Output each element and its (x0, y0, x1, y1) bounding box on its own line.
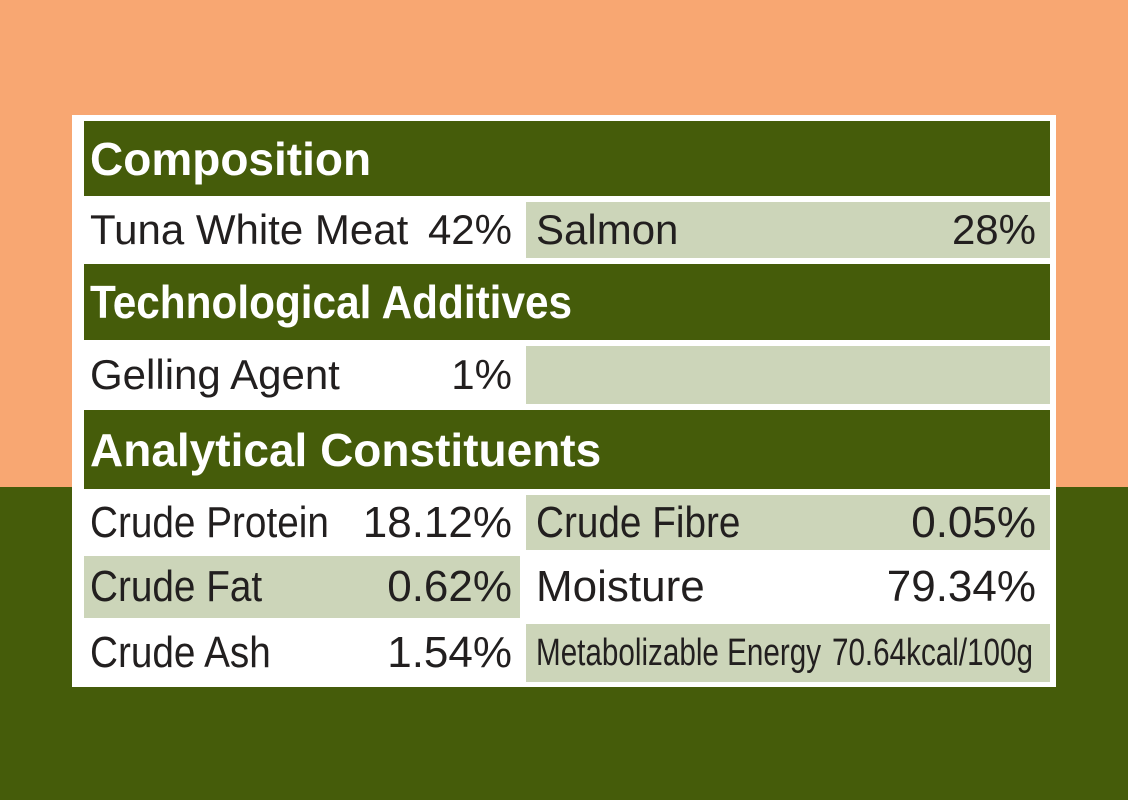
constituent-name: Crude Ash (90, 628, 271, 677)
ingredient-name: Tuna White Meat (90, 206, 409, 253)
analytical-row-3: Crude Ash 1.54% Metabolizable Energy 70.… (84, 624, 1050, 682)
ingredient-value: 42% (427, 206, 512, 253)
constituent-value: 18.12% (362, 497, 512, 547)
ingredient-cell-gelling-agent: Gelling Agent 1% (84, 346, 520, 404)
constituent-cell-crude-fibre: Crude Fibre 0.05% (526, 495, 1050, 550)
metabolizable-energy-line: Metabolizable Energy 70.64kcal/100g (536, 632, 1033, 675)
constituent-name: Moisture (536, 562, 705, 611)
constituent-cell-crude-fat: Crude Fat 0.62% (84, 556, 520, 618)
constituent-cell-metabolizable-energy: Metabolizable Energy 70.64kcal/100g (526, 624, 1050, 682)
constituent-value: 1.54% (387, 628, 512, 677)
constituent-cell-crude-protein: Crude Protein 18.12% (84, 495, 520, 550)
ingredient-name: Gelling Agent (90, 351, 340, 398)
analytical-row-1: Crude Protein 18.12% Crude Fibre 0.05% (84, 495, 1050, 550)
ingredient-cell-tuna: Tuna White Meat 42% (84, 202, 520, 258)
constituent-value: 0.62% (387, 562, 512, 611)
constituent-name: Crude Fat (90, 562, 263, 611)
nutrition-label: Composition Tuna White Meat 42% Salmon 2… (72, 115, 1056, 687)
empty-cell (526, 346, 1050, 404)
analytical-row-2: Crude Fat 0.62% Moisture 79.34% (84, 556, 1050, 618)
constituent-value: 70.64kcal/100g (831, 631, 1034, 674)
ingredient-value: 1% (451, 351, 512, 398)
section-title: Analytical Constituents (90, 423, 602, 476)
section-title: Technological Additives (90, 276, 573, 328)
constituent-value: 0.05% (911, 497, 1036, 547)
ingredient-value: 28% (951, 206, 1036, 253)
ingredient-cell-salmon: Salmon 28% (526, 202, 1050, 258)
constituent-name: Crude Fibre (536, 497, 741, 547)
technological-additives-row: Gelling Agent 1% (84, 346, 1050, 404)
composition-row: Tuna White Meat 42% Salmon 28% (84, 202, 1050, 258)
ingredient-name: Salmon (536, 206, 679, 253)
section-header-analytical-constituents: Analytical Constituents (84, 410, 1050, 489)
constituent-cell-moisture: Moisture 79.34% (526, 556, 1050, 618)
section-title: Composition (90, 132, 372, 185)
constituent-name: Metabolizable Energy (536, 631, 822, 674)
constituent-cell-crude-ash: Crude Ash 1.54% (84, 624, 520, 682)
constituent-name: Crude Protein (90, 497, 329, 547)
section-header-technological-additives: Technological Additives (84, 264, 1050, 340)
section-header-composition: Composition (84, 121, 1050, 196)
constituent-value: 79.34% (886, 562, 1036, 611)
